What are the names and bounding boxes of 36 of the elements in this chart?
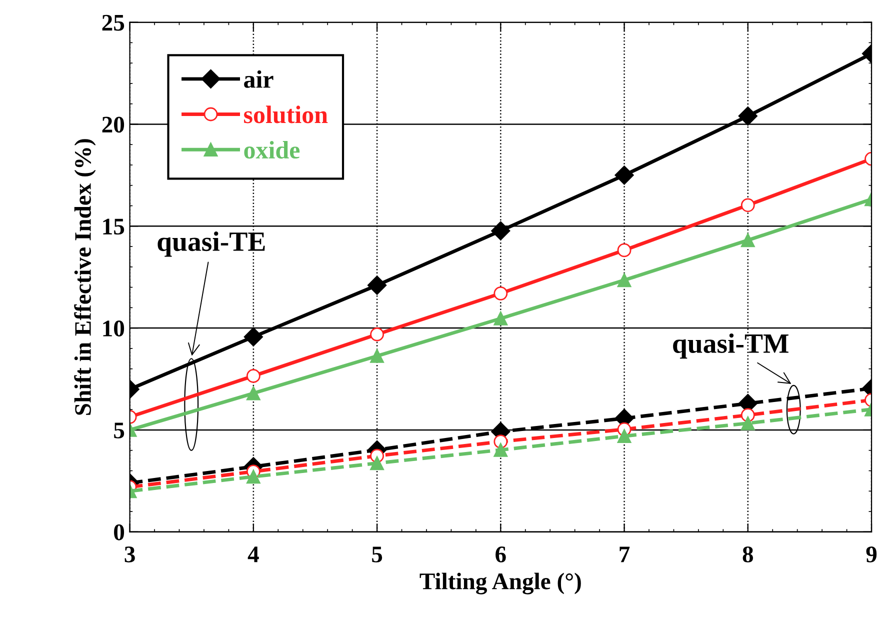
point: [740, 198, 755, 212]
x-tick-label: 4: [248, 546, 259, 562]
x-tick-label: 5: [372, 546, 382, 562]
x-tick-label: 6: [496, 546, 506, 562]
point: [738, 106, 758, 126]
y-tick-label: 25: [102, 14, 124, 31]
y-axis-title: Shift in Effective Index (%): [74, 139, 96, 415]
point: [617, 429, 632, 444]
x-axis-title: Tilting Angle (°): [420, 572, 581, 594]
y-tick-label: 0: [114, 524, 124, 540]
legend-label: oxide: [244, 140, 300, 159]
x-tick-label: 3: [124, 546, 135, 562]
legend-label: air: [244, 70, 274, 88]
x-tick-label: 8: [742, 546, 754, 562]
x-tick-label: 9: [866, 546, 877, 562]
point: [491, 221, 510, 240]
annotation: quasi-TE: [158, 232, 265, 257]
x-tick-label: 7: [620, 546, 630, 562]
y-tick-label: 15: [103, 218, 124, 235]
y-tick-label: 5: [114, 422, 124, 438]
y-tick-label: 20: [102, 116, 124, 133]
point: [494, 443, 508, 457]
point: [740, 416, 755, 430]
legend-label: solution: [244, 106, 328, 124]
point: [368, 276, 387, 295]
point: [617, 273, 632, 288]
point: [614, 166, 634, 185]
point: [494, 312, 508, 326]
point: [370, 349, 384, 363]
annotation: quasi-TM: [673, 333, 788, 359]
point: [740, 233, 755, 248]
point: [617, 243, 632, 258]
point: [370, 327, 384, 342]
point: [494, 286, 508, 300]
y-tick-label: 10: [103, 320, 124, 336]
point: [370, 456, 384, 470]
